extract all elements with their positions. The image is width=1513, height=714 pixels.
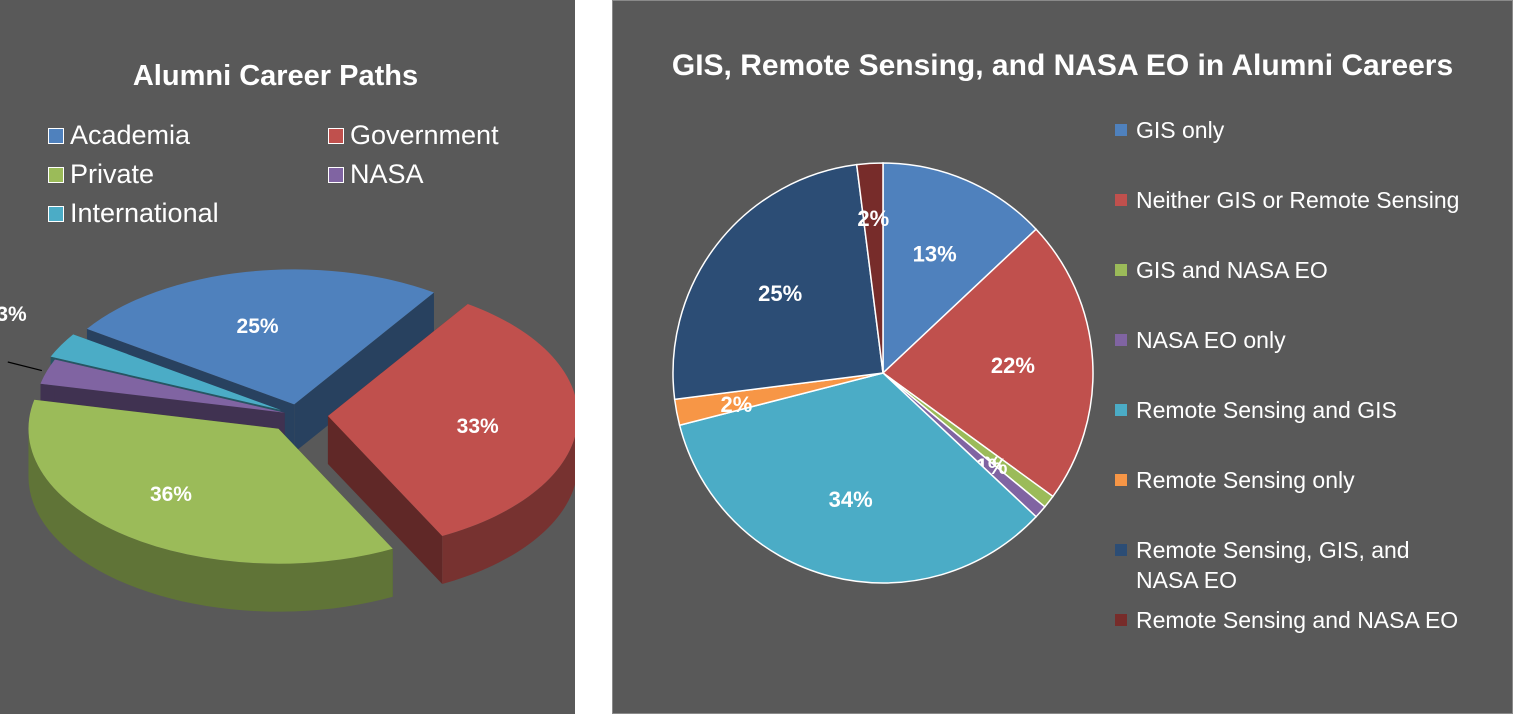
legend-item-rs-gis-nasa-eo: Remote Sensing, GIS, and NASA EO <box>1115 535 1476 595</box>
pie-slice-remote-sensing-and-nasa-eo <box>855 162 884 374</box>
pie-slice-gis-only <box>882 162 1038 375</box>
data-label-remote-sensing-only: 2% <box>720 392 752 417</box>
legend-label: Remote Sensing and NASA EO <box>1136 607 1459 633</box>
pie-slice-remote-sensing-gis-and-nasa-eo <box>672 163 884 401</box>
legend-swatch <box>1115 544 1127 556</box>
right-pie: 13%22%1%1%34%2%25%2% <box>672 162 1094 584</box>
legend-item-gis-nasa-eo: GIS and NASA EO <box>1115 255 1328 285</box>
right-chart-title: GIS, Remote Sensing, and NASA EO in Alum… <box>671 49 1454 82</box>
legend-swatch <box>1115 404 1127 416</box>
legend-label: GIS only <box>1136 117 1225 143</box>
data-label-gis-only: 13% <box>913 242 957 267</box>
legend-item-academia: Academia <box>48 120 190 151</box>
legend-swatch <box>1115 194 1127 206</box>
pie-slice-neither-gis-or-remote-sensing <box>881 228 1094 498</box>
legend-swatch <box>48 205 64 222</box>
legend-item-nasa: NASA <box>328 159 424 190</box>
right-chart-panel: GIS, Remote Sensing, and NASA EO in Alum… <box>612 0 1513 714</box>
legend-swatch <box>1115 124 1127 136</box>
legend-swatch <box>1115 614 1127 626</box>
data-label-remote-sensing-gis-and-nasa-eo: 25% <box>758 281 802 306</box>
pie-slice-government <box>327 304 575 585</box>
legend-swatch <box>48 127 64 144</box>
legend-label: NASA EO only <box>1136 327 1286 353</box>
legend-label: Remote Sensing only <box>1136 467 1355 493</box>
left-chart-panel: Alumni Career Paths Academia Government … <box>0 0 575 714</box>
legend-label: International <box>70 198 219 228</box>
legend-item-gis-only: GIS only <box>1115 115 1224 145</box>
legend-item-private: Private <box>48 159 154 190</box>
legend-label: NASA <box>350 159 424 189</box>
legend-item-international: International <box>48 198 219 229</box>
left-chart-title: Alumni Career Paths <box>132 60 419 92</box>
data-label-remote-sensing-and-gis: 34% <box>829 487 873 512</box>
legend-item-rs-nasa-eo: Remote Sensing and NASA EO <box>1115 605 1458 635</box>
data-label-private: 36% <box>150 483 192 506</box>
legend-label: Remote Sensing, GIS, and NASA EO <box>1136 537 1410 593</box>
legend-swatch <box>1115 334 1127 346</box>
legend-item-neither: Neither GIS or Remote Sensing <box>1115 185 1459 215</box>
legend-swatch <box>1115 264 1127 276</box>
legend-swatch <box>328 166 344 183</box>
legend-item-rs-only: Remote Sensing only <box>1115 465 1355 495</box>
legend-label: Remote Sensing and GIS <box>1136 397 1397 423</box>
pie-slice-private <box>28 399 393 612</box>
legend-swatch <box>328 127 344 144</box>
legend-label: GIS and NASA EO <box>1136 257 1328 283</box>
legend-item-nasa-eo-only: NASA EO only <box>1115 325 1286 355</box>
pie-slice-remote-sensing-and-gis <box>678 372 1038 584</box>
left-pie-3d: 25%33%36%3%3% <box>0 269 575 612</box>
legend-label: Academia <box>70 120 191 150</box>
legend-swatch <box>1115 474 1127 486</box>
data-label-academia: 25% <box>237 315 279 338</box>
data-label-remote-sensing-and-nasa-eo: 2% <box>857 206 889 231</box>
data-label-international: 3% <box>0 303 27 326</box>
data-label-government: 33% <box>457 415 499 438</box>
legend-swatch <box>48 166 64 183</box>
data-label-neither-gis-or-remote-sensing: 22% <box>991 353 1035 378</box>
legend-label: Private <box>70 159 155 189</box>
leader-line-nasa <box>7 361 43 372</box>
legend-item-rs-gis: Remote Sensing and GIS <box>1115 395 1397 425</box>
legend-label: Neither GIS or Remote Sensing <box>1136 187 1460 213</box>
legend-label: Government <box>350 120 499 150</box>
legend-item-government: Government <box>328 120 499 151</box>
